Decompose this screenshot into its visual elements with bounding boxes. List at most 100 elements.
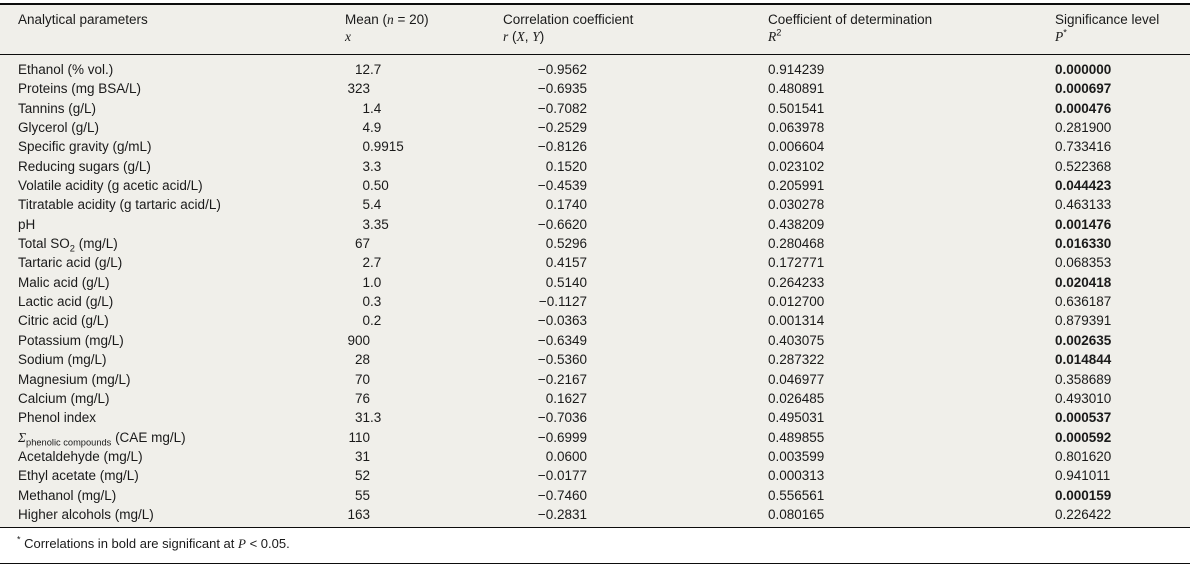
significance-cell: 0.000592 xyxy=(1055,429,1112,445)
column-header-3: Correlation coefficient r (X, Y) xyxy=(503,5,768,55)
correlation-cell: 0.1627 xyxy=(503,389,768,408)
mean-integer: 12 xyxy=(354,62,370,77)
significance-cell: 0.801620 xyxy=(1055,448,1112,464)
correlation-cell: −0.0177 xyxy=(503,466,768,485)
significance-cell: 0.001476 xyxy=(1055,216,1112,232)
header-line-2: r (X, Y) xyxy=(503,29,545,44)
determination-cell: 0.287322 xyxy=(768,352,825,368)
mean-integer: 70 xyxy=(354,371,370,387)
mean-fraction: .7 xyxy=(370,255,382,271)
mean-integer: 0 xyxy=(362,294,370,310)
determination-cell: 0.001314 xyxy=(768,313,825,329)
table-row: Malic acid (g/L) 1.0 0.5140 0.264233 0.02041… xyxy=(0,273,1190,292)
table-row: Lactic acid (g/L) 0.3 −0.1127 0.012700 0.636… xyxy=(0,292,1190,311)
table-row: Methanol (mg/L) 55 −0.7460 0.556561 0.000159 xyxy=(0,486,1190,505)
determination-cell: 0.012700 xyxy=(768,294,825,310)
mean-fraction: .9 xyxy=(370,120,382,136)
correlation-cell: −0.6935 xyxy=(503,79,768,98)
page-bottom-rule xyxy=(0,563,1190,564)
header-row: Analytical parameters Mean (n = 20) x Corre… xyxy=(0,5,1190,55)
mean-cell: 31.3 xyxy=(345,408,503,427)
table-footnote: * Correlations in bold are significant a… xyxy=(17,534,290,552)
mean-cell: 76 xyxy=(345,389,503,408)
correlation-cell: −0.1127 xyxy=(503,292,768,311)
mean-fraction: .4 xyxy=(370,197,382,213)
analytical-parameters-table: Analytical parameters Mean (n = 20) x Corre… xyxy=(0,5,1190,527)
mean-integer: 76 xyxy=(354,390,370,406)
mean-fraction: .35 xyxy=(370,216,389,232)
correlation-cell: −0.7082 xyxy=(503,99,768,118)
mean-integer: 0 xyxy=(362,178,370,194)
table-row: Reducing sugars (g/L) 3.3 0.1520 0.023102 0.… xyxy=(0,157,1190,176)
mean-fraction: .0 xyxy=(370,274,382,290)
correlation-cell: −0.0363 xyxy=(503,311,768,330)
parameter-cell: Glycerol (g/L) xyxy=(18,120,100,136)
table-row: Sodium (mg/L) 28 −0.5360 0.287322 0.014844 xyxy=(0,350,1190,369)
significance-cell: 0.014844 xyxy=(1055,352,1112,368)
determination-cell: 0.480891 xyxy=(768,81,825,97)
table-body: Ethanol (% vol.) 12.7 −0.9562 0.914239 0.000… xyxy=(0,55,1190,528)
correlation-value: −0.6620 xyxy=(537,216,587,232)
correlation-cell: 0.0600 xyxy=(503,447,768,466)
determination-cell: 0.280468 xyxy=(768,236,825,252)
determination-cell: 0.501541 xyxy=(768,100,825,116)
correlation-value: 0.4157 xyxy=(545,255,587,271)
parameter-cell: Malic acid (g/L) xyxy=(18,274,110,290)
table-row: Volatile acidity (g acetic acid/L) 0.50 −0… xyxy=(0,176,1190,195)
determination-cell: 0.403075 xyxy=(768,332,825,348)
mean-cell: 12.7 xyxy=(345,55,503,80)
significance-cell: 0.941011 xyxy=(1055,468,1111,484)
table-row: pH 3.35 −0.6620 0.438209 0.001476 xyxy=(0,215,1190,234)
mean-cell: 28 xyxy=(345,350,503,369)
mean-integer: 110 xyxy=(348,429,370,445)
mean-cell: 4.9 xyxy=(345,118,503,137)
correlation-value: −0.5360 xyxy=(537,352,587,368)
mean-cell: 3.35 xyxy=(345,215,503,234)
significance-cell: 0.733416 xyxy=(1055,139,1112,155)
correlation-value: −0.6935 xyxy=(537,81,587,97)
mean-integer: 3 xyxy=(362,216,370,232)
mean-integer: 28 xyxy=(354,352,370,368)
mean-integer: 4 xyxy=(362,120,370,136)
mean-integer: 1 xyxy=(362,274,370,290)
mean-fraction: .3 xyxy=(370,158,382,174)
table-row: Ethyl acetate (mg/L) 52 −0.0177 0.000313 0.9… xyxy=(0,466,1190,485)
parameter-cell: Calcium (mg/L) xyxy=(18,390,110,406)
table-area: Analytical parameters Mean (n = 20) x Corre… xyxy=(0,3,1190,529)
mean-integer: 31 xyxy=(354,448,370,464)
significance-cell: 0.493010 xyxy=(1055,390,1112,406)
header-line-1: Significance level xyxy=(1055,12,1160,27)
correlation-value: 0.5296 xyxy=(545,236,587,252)
parameter-cell: Ethanol (% vol.) xyxy=(18,62,114,77)
mean-cell: 5.4 xyxy=(345,195,503,214)
correlation-value: 0.0600 xyxy=(545,448,587,464)
significance-cell: 0.068353 xyxy=(1055,255,1112,271)
mean-integer: 55 xyxy=(354,487,370,503)
mean-fraction: .50 xyxy=(370,178,389,194)
parameter-cell: Magnesium (mg/L) xyxy=(18,371,131,387)
mean-integer: 0 xyxy=(362,313,370,329)
correlation-value: −0.2831 xyxy=(537,506,587,522)
significance-cell: 0.016330 xyxy=(1055,236,1112,252)
significance-cell: 0.020418 xyxy=(1055,274,1112,290)
correlation-cell: −0.6620 xyxy=(503,215,768,234)
mean-cell: 323 xyxy=(345,79,503,98)
mean-cell: 163 xyxy=(345,505,503,527)
parameter-cell: Σphenolic compounds (CAE mg/L) xyxy=(18,429,186,448)
correlation-cell: −0.2831 xyxy=(503,505,768,527)
significance-cell: 0.000537 xyxy=(1055,410,1112,426)
correlation-cell: −0.6349 xyxy=(503,331,768,350)
column-header-5: Significance level P* xyxy=(1055,5,1190,55)
significance-cell: 0.226422 xyxy=(1055,506,1112,522)
table-row: Citric acid (g/L) 0.2 −0.0363 0.001314 0.879… xyxy=(0,311,1190,330)
correlation-value: −0.4539 xyxy=(537,178,587,194)
header-line-2: R2 xyxy=(768,27,782,44)
mean-cell: 0.3 xyxy=(345,292,503,311)
mean-fraction: .9915 xyxy=(370,139,404,155)
mean-cell: 3.3 xyxy=(345,157,503,176)
parameter-cell: Total SO2 (mg/L) xyxy=(18,236,118,254)
determination-cell: 0.914239 xyxy=(768,62,825,77)
correlation-cell: −0.6999 xyxy=(503,428,768,447)
table-row: Σphenolic compounds (CAE mg/L) 110 −0.6999… xyxy=(0,428,1190,447)
column-header-1: Analytical parameters xyxy=(0,5,345,55)
